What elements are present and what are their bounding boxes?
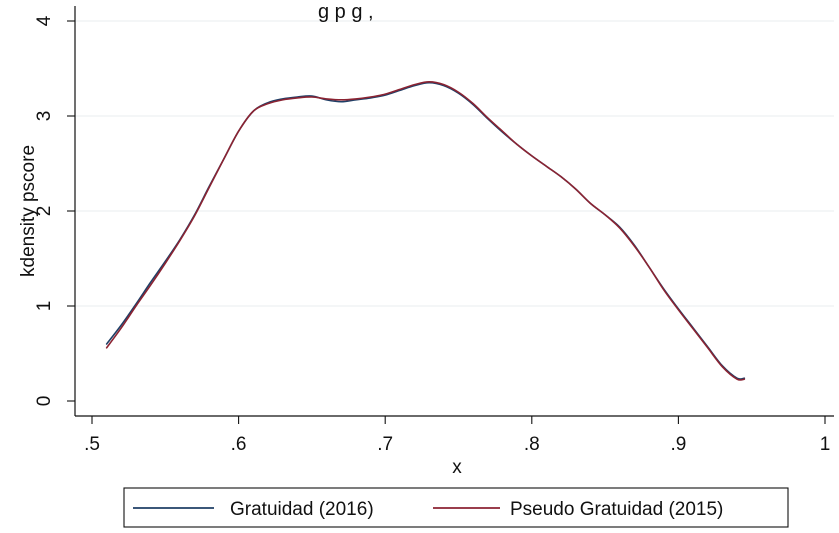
legend: Gratuidad (2016) Pseudo Gratuidad (2015) xyxy=(123,487,789,528)
grid-lines xyxy=(75,20,834,307)
axes: 0 1 2 3 4 .5 .6 .7 .8 .9 1 xyxy=(34,6,834,455)
y-tick-label: 4 xyxy=(34,15,55,26)
x-tick-label: .7 xyxy=(377,434,393,455)
x-tick-label: 1 xyxy=(820,434,831,455)
x-tick-label: .6 xyxy=(231,434,247,455)
series-lines xyxy=(105,81,746,381)
y-tick-label: 0 xyxy=(34,396,55,407)
legend-item-gratuidad-2016-label: Gratuidad (2016) xyxy=(230,499,374,520)
legend-item-pseudo-gratuidad-2015-label: Pseudo Gratuidad (2015) xyxy=(510,499,723,520)
y-tick-label: 3 xyxy=(34,111,55,122)
chart-title-fragment: g p g , xyxy=(318,1,374,23)
series-pseudo-gratuidad-2015-line xyxy=(105,81,746,381)
x-tick-label: .9 xyxy=(670,434,686,455)
y-axis-label: kdensity pscore xyxy=(18,145,39,277)
y-tick-label: 2 xyxy=(34,206,55,217)
y-tick-label: 1 xyxy=(34,301,55,312)
x-tick-label: .8 xyxy=(524,434,540,455)
x-tick-label: .5 xyxy=(84,434,100,455)
x-axis-label: x xyxy=(452,457,462,478)
axis-labels: g p g , x kdensity pscore xyxy=(18,1,462,478)
